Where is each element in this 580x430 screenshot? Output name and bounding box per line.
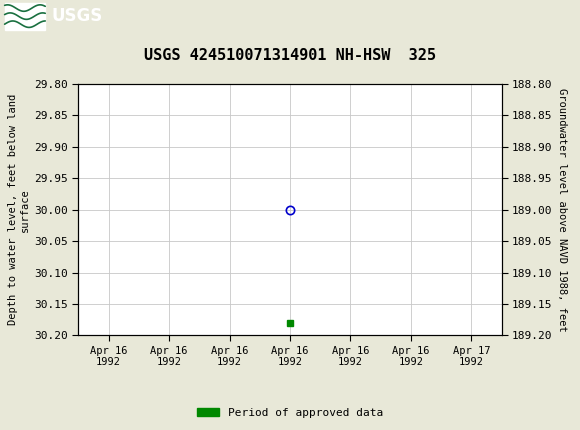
Text: USGS 424510071314901 NH-HSW  325: USGS 424510071314901 NH-HSW 325 — [144, 48, 436, 63]
Legend: Period of approved data: Period of approved data — [193, 403, 387, 422]
Bar — [5, 3, 45, 30]
Text: USGS: USGS — [51, 7, 102, 25]
Y-axis label: Groundwater level above NAVD 1988, feet: Groundwater level above NAVD 1988, feet — [557, 88, 567, 332]
Y-axis label: Depth to water level, feet below land
surface: Depth to water level, feet below land su… — [8, 94, 30, 325]
